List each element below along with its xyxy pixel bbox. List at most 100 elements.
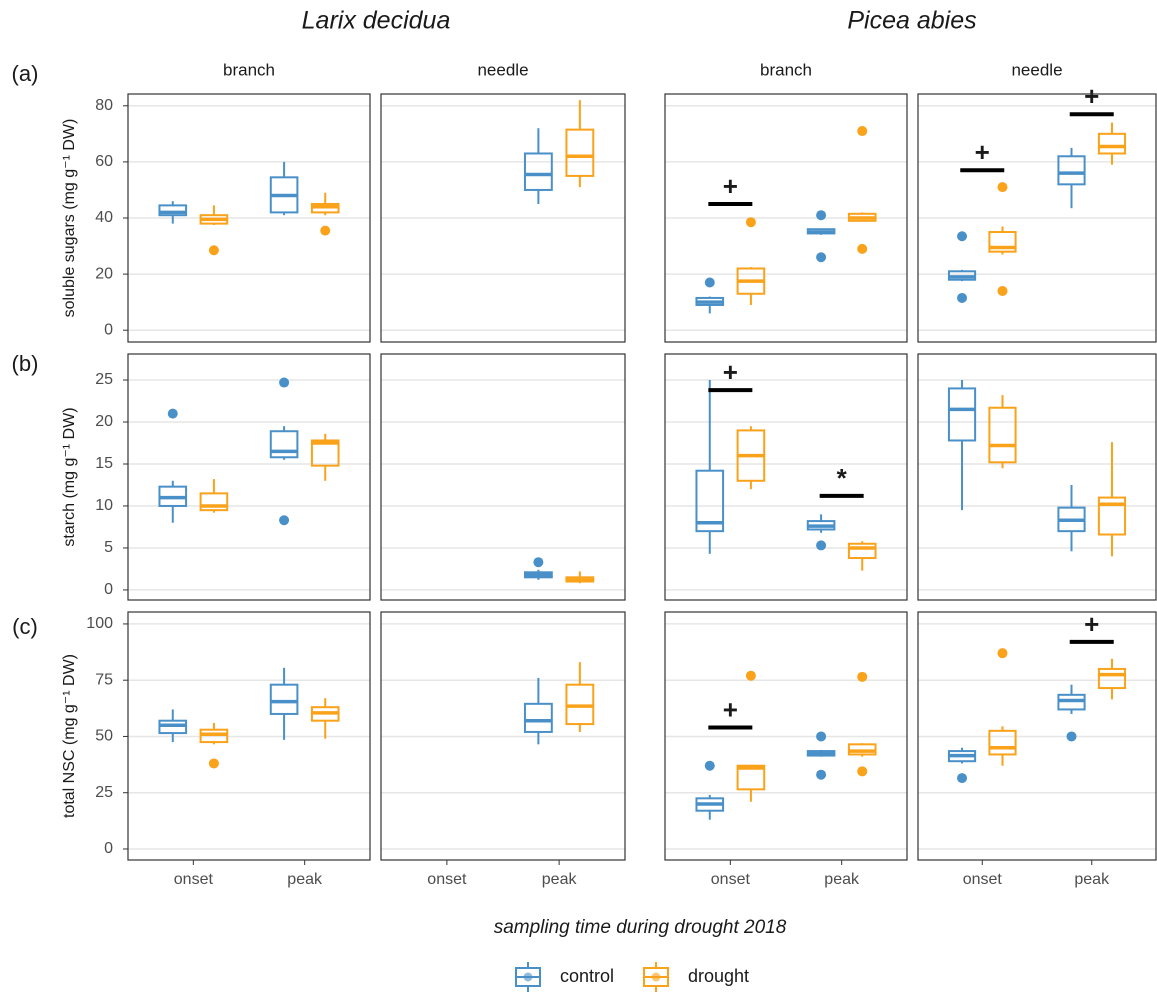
significance-label: + (975, 137, 990, 167)
legend-key (523, 972, 533, 982)
species-title: Picea abies (847, 7, 976, 35)
box (199, 492, 229, 512)
y-tick-label: 60 (95, 153, 113, 170)
legend-key (651, 972, 661, 982)
box (1097, 667, 1127, 690)
box (988, 231, 1017, 253)
box (523, 152, 553, 191)
box (310, 439, 340, 467)
y-tick-label: 25 (95, 371, 113, 388)
box (565, 128, 595, 177)
outlier (208, 758, 219, 769)
box (158, 204, 188, 217)
legend-label: control (560, 966, 614, 986)
outlier (167, 408, 178, 419)
x-tick-label: peak (287, 871, 323, 888)
box (269, 683, 299, 715)
outlier (704, 277, 715, 288)
box (1057, 155, 1086, 186)
row-tag: (b) (12, 351, 39, 376)
outlier (1066, 731, 1077, 742)
y-axis-title: total NSC (mg g⁻¹ DW) (61, 654, 78, 818)
outlier (816, 540, 827, 551)
panel-border (380, 353, 626, 601)
facet-label: needle (477, 60, 528, 79)
outlier (816, 769, 827, 780)
significance-label: + (723, 171, 738, 201)
y-tick-label: 5 (104, 539, 113, 556)
outlier (816, 252, 827, 263)
outlier (816, 731, 827, 742)
outlier (279, 377, 290, 388)
panel-border (917, 93, 1157, 343)
outlier (533, 557, 544, 568)
box (988, 406, 1017, 464)
y-tick-label: 10 (95, 497, 113, 514)
facet-label: branch (223, 60, 275, 79)
y-tick-label: 80 (95, 97, 113, 114)
y-tick-label: 50 (95, 728, 113, 745)
box (736, 764, 766, 791)
panel-border (127, 93, 371, 343)
y-tick-label: 20 (95, 265, 113, 282)
outlier (857, 243, 868, 254)
y-tick-label: 75 (95, 671, 113, 688)
y-tick-label: 0 (104, 581, 113, 598)
outlier (857, 126, 868, 137)
y-tick-label: 15 (95, 455, 113, 472)
x-tick-label: onset (963, 871, 1003, 888)
outlier (997, 648, 1008, 659)
box (269, 430, 299, 459)
x-axis-title: sampling time during drought 2018 (494, 917, 787, 938)
box (523, 702, 553, 733)
outlier (320, 225, 331, 236)
significance-label: * (837, 463, 848, 493)
legend-label: drought (688, 966, 749, 986)
panel-border (380, 93, 626, 343)
outlier (208, 245, 219, 256)
box (988, 729, 1017, 756)
y-tick-label: 0 (104, 321, 113, 338)
significance-label: + (1084, 81, 1099, 111)
facet-label: branch (760, 60, 812, 79)
panel-border (664, 93, 908, 343)
outlier (745, 217, 756, 228)
outlier (957, 231, 968, 242)
outlier (279, 515, 290, 526)
species-title: Larix decidua (302, 7, 451, 35)
y-axis-title: soluble sugars (mg g⁻¹ DW) (61, 119, 78, 318)
x-tick-label: peak (542, 871, 578, 888)
y-tick-label: 25 (95, 784, 113, 801)
box (847, 542, 877, 560)
outlier (816, 210, 827, 221)
row-tag: (c) (12, 614, 38, 639)
outlier (997, 285, 1008, 296)
panel-border (380, 611, 626, 861)
outlier (745, 670, 756, 681)
box (1097, 132, 1127, 155)
x-tick-label: peak (824, 871, 860, 888)
outlier (957, 773, 968, 784)
outlier (857, 671, 868, 682)
outlier (997, 182, 1008, 193)
panel-border (127, 611, 371, 861)
y-tick-label: 0 (104, 840, 113, 857)
box (947, 387, 977, 442)
x-tick-label: peak (1074, 871, 1110, 888)
row-tag: (a) (12, 61, 39, 86)
panel-border (917, 353, 1157, 601)
significance-label: + (723, 357, 738, 387)
facet-label: needle (1011, 60, 1062, 79)
y-tick-label: 40 (95, 209, 113, 226)
y-axis-title: starch (mg g⁻¹ DW) (61, 407, 78, 546)
outlier (857, 766, 868, 777)
panel-border (127, 353, 371, 601)
panel-border (917, 611, 1157, 861)
y-tick-label: 100 (86, 615, 113, 632)
x-tick-label: onset (711, 871, 751, 888)
outlier (957, 292, 968, 303)
y-tick-label: 20 (95, 413, 113, 430)
significance-label: + (723, 694, 738, 724)
significance-label: + (1084, 609, 1099, 639)
